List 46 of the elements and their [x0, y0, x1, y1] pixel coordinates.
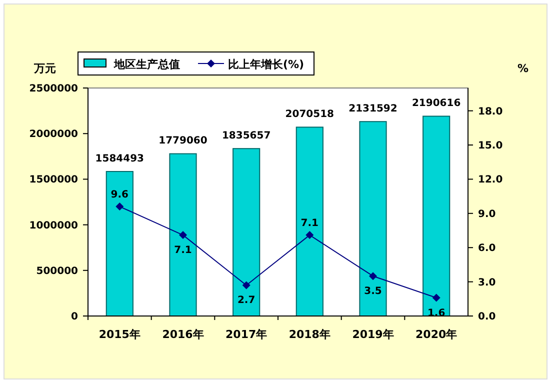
y-tick-label: 2500000: [29, 84, 78, 94]
bar: [106, 170, 134, 316]
bar: [169, 153, 197, 316]
y2-tick-label: 9.0: [478, 208, 496, 220]
x-tick-label: 2020年: [416, 328, 458, 341]
y-tick-label: 2000000: [29, 129, 78, 140]
data-label: 7.1: [174, 245, 192, 256]
data-label: 3.5: [364, 286, 382, 298]
x-tick-label: 2019年: [352, 328, 394, 341]
data-label: 2190616: [412, 98, 461, 110]
data-label: 2070518: [285, 109, 334, 120]
x-tick-label: 2016年: [162, 328, 204, 341]
bar: [422, 116, 450, 316]
x-tick-label: 2018年: [288, 328, 330, 341]
data-label: 1779060: [158, 136, 208, 147]
y2-tick-label: 3.0: [478, 277, 496, 288]
x-tick-label: 2015年: [98, 328, 140, 341]
y2-tick-label: 6.0: [478, 243, 496, 254]
bar: [296, 126, 324, 316]
y2-tick-label: 18.0: [478, 106, 503, 118]
point: [369, 272, 377, 280]
point: [179, 231, 187, 240]
y-tick-label: 1000000: [29, 220, 78, 232]
legend-label: 比上年增长(%): [228, 58, 304, 71]
point: [116, 202, 124, 211]
legend-label: 地区生产总值: [113, 58, 180, 71]
bar: [232, 148, 260, 316]
point: [432, 294, 440, 302]
data-label: 1835657: [222, 130, 271, 142]
data-label: 9.6: [110, 190, 129, 201]
y2-tick-label: 0.0: [478, 312, 496, 322]
bar: [359, 121, 387, 316]
y-tick-label: 1500000: [29, 174, 78, 186]
y2-tick-label: 15.0: [478, 140, 503, 152]
y-tick-label: 0: [71, 312, 78, 322]
y-axis-title: 万元: [33, 62, 56, 75]
y-tick-label: 500000: [36, 266, 78, 277]
point: [306, 231, 314, 240]
data-label: 7.1: [300, 218, 319, 230]
data-label: 2.7: [237, 295, 256, 306]
y2-tick-label: 12.0: [478, 174, 503, 186]
point: [242, 281, 250, 290]
data-label: 2131592: [348, 104, 398, 115]
x-tick-label: 2017年: [226, 328, 268, 341]
y2-axis-title: %: [517, 62, 529, 75]
data-label: 1584493: [95, 153, 144, 164]
